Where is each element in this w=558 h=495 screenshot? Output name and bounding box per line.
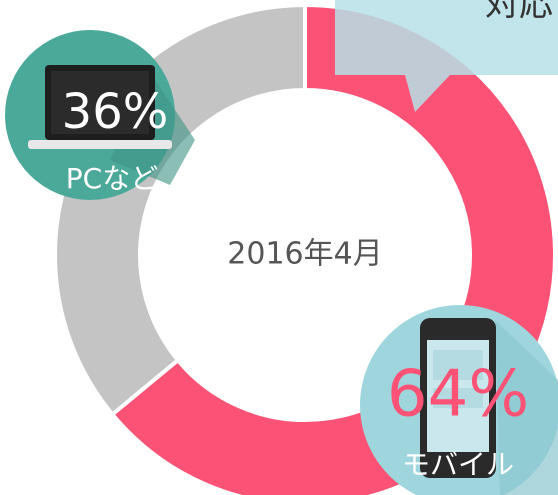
category-label: モバイル <box>402 448 514 481</box>
labels: 64% モバイル 36% PCなど <box>62 84 529 481</box>
speech-bubble <box>335 0 558 112</box>
value-label: 36% <box>62 84 169 140</box>
mobile-badge <box>360 305 558 495</box>
category-label: PCなど <box>66 162 158 195</box>
annotation: 対応 <box>485 0 553 25</box>
pc-badge <box>5 30 195 200</box>
value-label: 64% <box>387 358 529 432</box>
center-label: 2016年4月 <box>227 237 382 272</box>
